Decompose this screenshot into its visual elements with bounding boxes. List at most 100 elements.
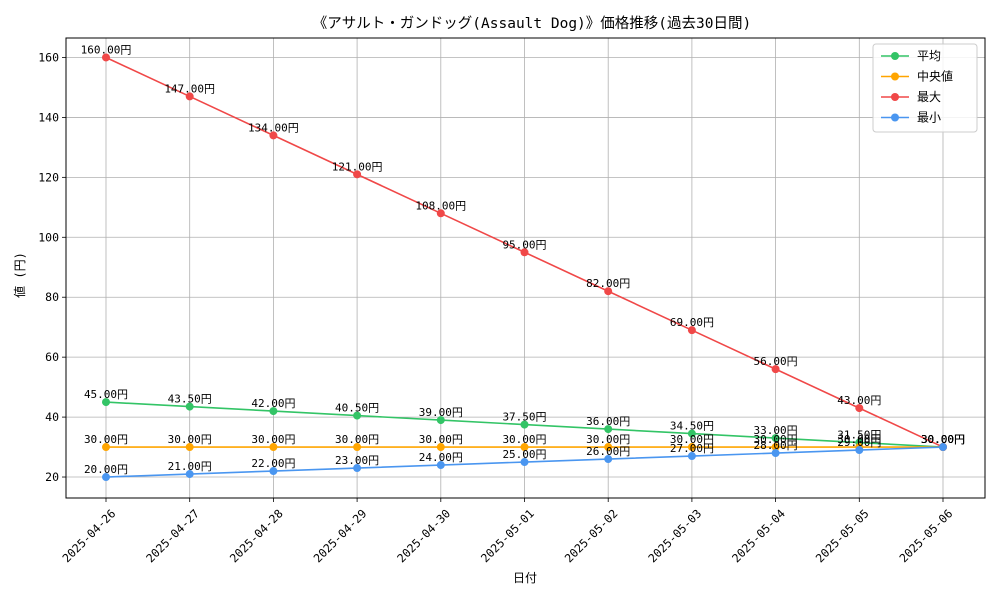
data-label: 30.00円 <box>754 433 798 446</box>
data-label: 27.00円 <box>670 442 714 455</box>
data-label: 30.00円 <box>251 433 295 446</box>
data-point <box>604 443 613 452</box>
data-label: 82.00円 <box>586 277 630 290</box>
data-point <box>520 420 529 429</box>
data-label: 95.00円 <box>502 238 546 251</box>
data-label: 43.00円 <box>837 394 881 407</box>
y-tick-label: 100 <box>38 230 59 244</box>
data-label: 30.00円 <box>921 433 965 446</box>
data-point <box>269 467 278 476</box>
data-label: 45.00円 <box>84 388 128 401</box>
data-label: 30.00円 <box>84 433 128 446</box>
data-label: 28.00円 <box>754 439 798 452</box>
data-point <box>771 365 780 374</box>
legend-entry: 最小 <box>917 111 941 125</box>
data-label: 20.00円 <box>84 463 128 476</box>
data-label: 34.50円 <box>670 420 714 433</box>
legend-box <box>872 43 978 133</box>
data-point <box>353 411 362 420</box>
data-label: 29.00円 <box>837 436 881 449</box>
data-label: 31.50円 <box>837 429 881 442</box>
data-point <box>604 287 613 296</box>
y-tick-label: 160 <box>38 50 59 64</box>
legend-swatch-marker <box>891 72 899 81</box>
data-point <box>771 434 780 443</box>
data-label: 23.00円 <box>335 454 379 467</box>
data-point <box>604 425 613 434</box>
y-tick-label: 20 <box>45 470 59 484</box>
data-label: 30.00円 <box>168 433 212 446</box>
data-point <box>939 443 947 452</box>
data-point <box>353 464 362 473</box>
y-axis-label: 値 (円) <box>12 252 27 298</box>
legend-entry: 最大 <box>917 90 941 104</box>
data-label: 108.00円 <box>415 199 466 212</box>
data-label: 30.00円 <box>921 433 965 446</box>
data-point <box>520 458 529 467</box>
series-lines <box>102 53 947 482</box>
data-label: 134.00円 <box>248 121 299 134</box>
data-point <box>687 429 696 438</box>
data-point <box>185 470 194 479</box>
data-label: 69.00円 <box>670 316 714 329</box>
y-tick-label: 120 <box>38 170 59 184</box>
data-label: 56.00円 <box>754 355 798 368</box>
data-label: 30.00円 <box>419 433 463 446</box>
data-label: 39.00円 <box>419 406 463 419</box>
data-label: 42.00円 <box>251 397 295 410</box>
data-point <box>855 404 864 413</box>
data-point <box>771 449 780 458</box>
data-point <box>102 443 110 452</box>
data-point <box>269 131 278 140</box>
x-axis-label: 日付 <box>513 571 537 585</box>
data-point <box>604 455 613 464</box>
data-label: 30.00円 <box>502 433 546 446</box>
legend-entry: 中央値 <box>917 69 953 84</box>
data-label: 160.00円 <box>81 43 132 56</box>
plot-frame <box>65 37 986 499</box>
data-label: 37.50円 <box>502 411 546 424</box>
data-label: 21.00円 <box>168 460 212 473</box>
data-point <box>269 443 278 452</box>
data-point <box>520 248 529 257</box>
data-label: 30.00円 <box>837 433 881 446</box>
data-label: 43.50円 <box>168 393 212 406</box>
data-point <box>185 443 194 452</box>
data-point <box>436 443 445 452</box>
data-label: 30.00円 <box>921 433 965 446</box>
chart-title: 《アサルト・ガンドッグ(Assault Dog)》価格推移(過去30日間) <box>313 15 751 32</box>
data-label: 22.00円 <box>251 457 295 470</box>
data-label: 147.00円 <box>164 82 215 95</box>
data-point <box>102 398 110 407</box>
data-label: 25.00円 <box>502 448 546 461</box>
data-point <box>436 461 445 470</box>
data-point <box>185 92 194 101</box>
legend-swatch-marker <box>891 93 899 101</box>
data-label: 26.00円 <box>586 445 630 458</box>
data-point <box>436 416 445 425</box>
data-point <box>353 443 362 452</box>
data-label: 30.00円 <box>921 433 965 446</box>
data-label: 30.00円 <box>586 433 630 446</box>
data-labels: 45.00円 43.50円 42.00円 40.50円 39.00円 37.50円 36.0… <box>81 43 965 476</box>
y-tick-label: 80 <box>45 290 59 304</box>
data-point <box>102 473 110 482</box>
data-point <box>436 209 445 218</box>
y-tick-label: 140 <box>38 110 59 124</box>
legend-swatch-marker <box>891 52 899 60</box>
data-point <box>353 170 362 179</box>
data-label: 33.00円 <box>754 424 798 437</box>
data-point <box>855 446 864 455</box>
data-point <box>687 443 696 452</box>
data-label: 121.00円 <box>332 160 383 173</box>
data-label: 30.00円 <box>670 433 714 446</box>
data-point <box>269 407 278 416</box>
data-point <box>687 452 696 461</box>
data-label: 30.00円 <box>335 433 379 446</box>
data-point <box>520 443 529 452</box>
legend-entry: 平均 <box>917 49 941 63</box>
data-point <box>185 402 194 411</box>
